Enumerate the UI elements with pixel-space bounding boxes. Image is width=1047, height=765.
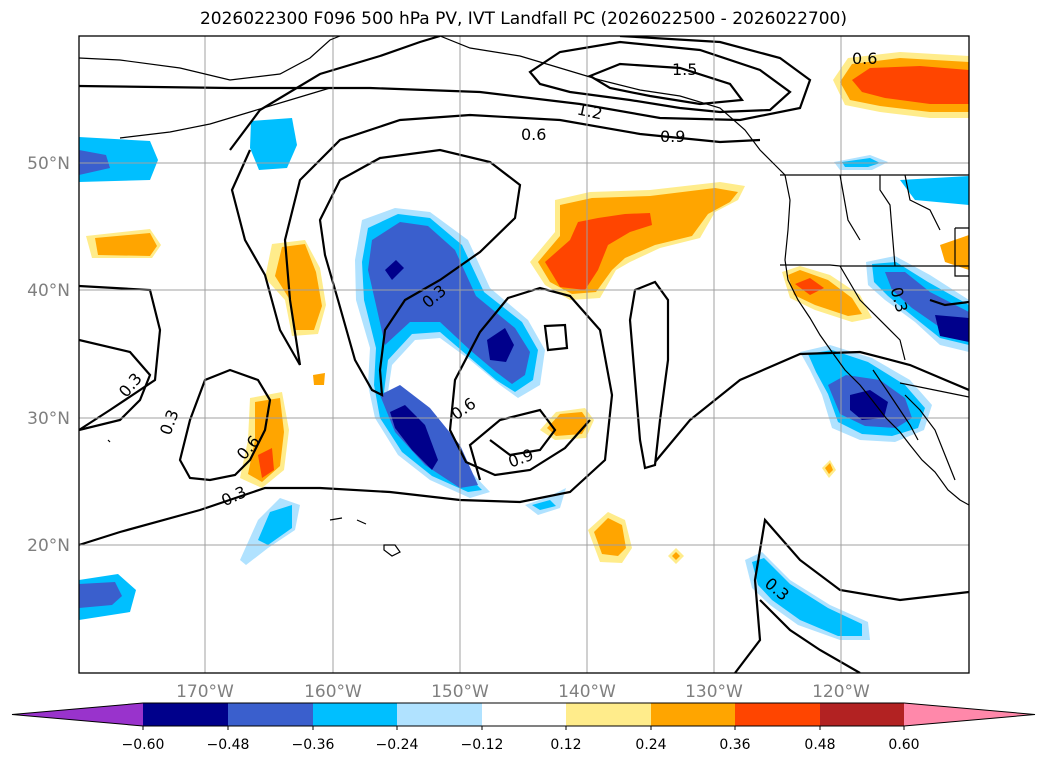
- colorbar-label: 0.12: [550, 737, 581, 753]
- map-frame: [78, 35, 970, 674]
- lon-tick: 160°W: [304, 682, 362, 702]
- colorbar-label: −0.36: [292, 737, 335, 753]
- colorbar-swatch: [566, 703, 651, 726]
- contour-label: 0.6: [521, 125, 546, 144]
- map-title: 2026022300 F096 500 hPa PV, IVT Landfall…: [199, 9, 847, 29]
- colorbar-swatch: [735, 703, 820, 726]
- lon-tick-labels: 170°W 160°W 150°W 140°W 130°W 120°W: [176, 682, 870, 702]
- colorbar-label: 0.60: [888, 737, 919, 753]
- contour-label: 0.9: [660, 127, 685, 146]
- colorbar-swatch: [397, 703, 482, 726]
- lat-tick: 50°N: [27, 154, 70, 174]
- colorbar-label: 0.36: [719, 737, 750, 753]
- anomaly-neg-gulf: [250, 118, 297, 170]
- colorbar-swatch: [228, 703, 313, 726]
- lon-tick: 170°W: [176, 682, 234, 702]
- gridlines: [79, 36, 969, 673]
- colorbar-swatch: [482, 703, 566, 726]
- anomaly-neg-west-50n: [79, 137, 158, 182]
- pv-contours: [79, 36, 969, 673]
- colorbar-swatch: [313, 703, 397, 726]
- colorbar-extend-high: [904, 703, 1035, 726]
- shaded-anomalies: [79, 52, 969, 640]
- lon-tick: 130°W: [685, 682, 743, 702]
- lon-tick: 150°W: [431, 682, 489, 702]
- coastlines: [79, 36, 969, 557]
- colorbar-label: −0.60: [122, 737, 165, 753]
- lat-tick: 40°N: [27, 281, 70, 301]
- colorbar-label: −0.12: [461, 737, 504, 753]
- colorbar-label: 0.48: [804, 737, 835, 753]
- lat-tick: 20°N: [27, 536, 70, 556]
- lon-tick: 120°W: [812, 682, 870, 702]
- colorbar-swatch: [820, 703, 904, 726]
- colorbar-extend-low: [12, 703, 143, 726]
- contour-label: 0.6: [852, 49, 877, 68]
- contour-label: 1.2: [575, 100, 604, 124]
- contour-label: 1.5: [672, 60, 697, 79]
- colorbar-swatch: [651, 703, 735, 726]
- lat-tick: 30°N: [27, 409, 70, 429]
- lat-tick-labels: 50°N 40°N 30°N 20°N: [27, 154, 70, 556]
- colorbar-label: 0.24: [635, 737, 666, 753]
- lon-tick: 140°W: [558, 682, 616, 702]
- colorbar-label: −0.48: [207, 737, 250, 753]
- colorbar-swatch: [143, 703, 228, 726]
- colorbar-label: −0.24: [376, 737, 419, 753]
- colorbar: −0.60 −0.48 −0.36 −0.24 −0.12 0.12 0.24 …: [11, 702, 1036, 753]
